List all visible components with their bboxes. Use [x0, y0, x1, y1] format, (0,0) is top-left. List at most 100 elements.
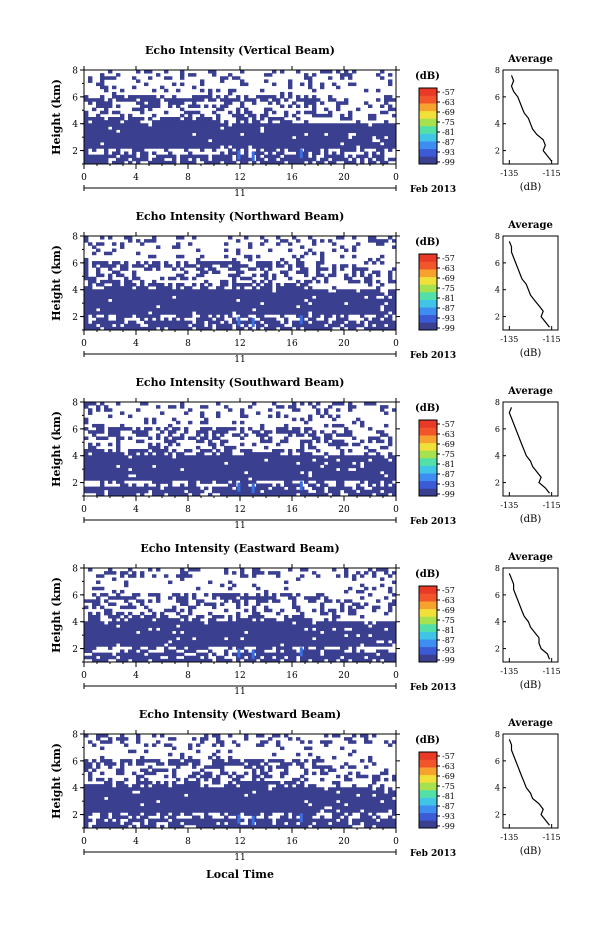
- echo-cell: [108, 120, 113, 124]
- echo-cell: [336, 70, 341, 74]
- echo-cell: [332, 464, 337, 469]
- echo-cell: [292, 627, 297, 632]
- echo-cell: [188, 458, 193, 462]
- profile-title: Average: [507, 220, 553, 231]
- echo-cell: [108, 154, 113, 159]
- echo-cell: [296, 474, 301, 478]
- colorbar-segment: [419, 141, 437, 150]
- echo-cell: [232, 571, 237, 575]
- echo-cell: [252, 608, 257, 613]
- echo-cell: [176, 618, 181, 622]
- echo-cell: [268, 160, 273, 165]
- echo-cell: [216, 630, 221, 635]
- echo-cell: [324, 151, 329, 155]
- echo-cell: [236, 477, 241, 481]
- echo-cell: [280, 449, 285, 453]
- echo-cell: [264, 79, 269, 83]
- echo-cell: [352, 602, 357, 606]
- echo-cell: [104, 132, 109, 137]
- echo-cell: [292, 101, 297, 105]
- y-tick-label: 6: [72, 259, 78, 269]
- echo-cell: [388, 273, 393, 278]
- echo-cell: [204, 104, 209, 108]
- y-tick-label: 4: [72, 120, 78, 130]
- echo-cell: [332, 455, 337, 459]
- echo-cell: [268, 621, 273, 625]
- echo-cell: [196, 326, 201, 331]
- echo-cell: [324, 627, 329, 632]
- echo-cell: [136, 624, 141, 628]
- echo-cell: [368, 621, 373, 625]
- echo-cell: [316, 98, 321, 102]
- echo-cell: [228, 593, 233, 597]
- echo-cell: [192, 461, 197, 466]
- echo-cell: [348, 117, 353, 121]
- echo-cell: [272, 470, 277, 475]
- echo-cell: [392, 301, 397, 306]
- echo-cell: [112, 461, 117, 466]
- echo-cell: [288, 148, 293, 152]
- echo-cell: [232, 624, 237, 628]
- echo-cell: [220, 157, 225, 162]
- echo-cell: [328, 414, 333, 419]
- echo-cell: [200, 129, 205, 134]
- echo-cell: [200, 88, 205, 93]
- echo-cell: [388, 236, 393, 240]
- echo-cell: [124, 455, 129, 459]
- echo-cell: [240, 145, 245, 149]
- echo-cell: [388, 289, 393, 293]
- echo-cell: [192, 104, 197, 108]
- echo-cell: [192, 436, 197, 440]
- echo-cell: [176, 492, 181, 497]
- echo-cell: [280, 486, 285, 491]
- echo-cell: [104, 160, 109, 165]
- echo-cell: [324, 129, 329, 134]
- echo-cell: [264, 589, 269, 594]
- echo-cell: [216, 636, 221, 641]
- x-tick-label: 8: [185, 173, 191, 183]
- echo-cell: [300, 292, 305, 296]
- echo-cell: [332, 621, 337, 625]
- echo-cell: [312, 251, 317, 256]
- echo-cell: [96, 580, 101, 585]
- echo-cell: [188, 486, 193, 491]
- echo-cell: [376, 301, 381, 306]
- echo-cell: [152, 132, 157, 137]
- echo-cell: [252, 123, 257, 127]
- echo-cell: [296, 117, 301, 121]
- echo-cell: [96, 283, 101, 287]
- echo-cell: [184, 430, 189, 434]
- echo-cell: [148, 593, 153, 597]
- echo-cell: [296, 605, 301, 610]
- echo-cell: [280, 120, 285, 124]
- echo-cell: [280, 624, 285, 628]
- x-tick-label: 0: [81, 339, 87, 349]
- echo-cell: [112, 596, 117, 600]
- echo-cell: [352, 326, 357, 331]
- echo-cell: [136, 132, 141, 137]
- echo-cell: [140, 286, 145, 290]
- echo-cell: [304, 301, 309, 306]
- echo-cell: [144, 261, 149, 265]
- echo-cell: [248, 267, 253, 271]
- echo-cell: [280, 264, 285, 268]
- echo-cell: [308, 126, 313, 130]
- echo-cell: [324, 436, 329, 440]
- echo-cell: [288, 308, 293, 312]
- echo-cell: [320, 608, 325, 613]
- echo-cell: [236, 267, 241, 271]
- echo-cell: [96, 273, 101, 278]
- echo-cell: [144, 483, 149, 487]
- echo-cell: [176, 574, 181, 578]
- echo-cell: [228, 474, 233, 478]
- echo-cell: [320, 602, 325, 606]
- echo-cell: [284, 145, 289, 149]
- echo-cell: [200, 261, 205, 265]
- echo-cell: [264, 145, 269, 149]
- echo-cell: [380, 148, 385, 152]
- echo-cell: [140, 627, 145, 632]
- echo-cell: [288, 311, 293, 315]
- echo-cell: [160, 286, 165, 290]
- echo-cell: [224, 449, 229, 453]
- echo-cell: [284, 292, 289, 296]
